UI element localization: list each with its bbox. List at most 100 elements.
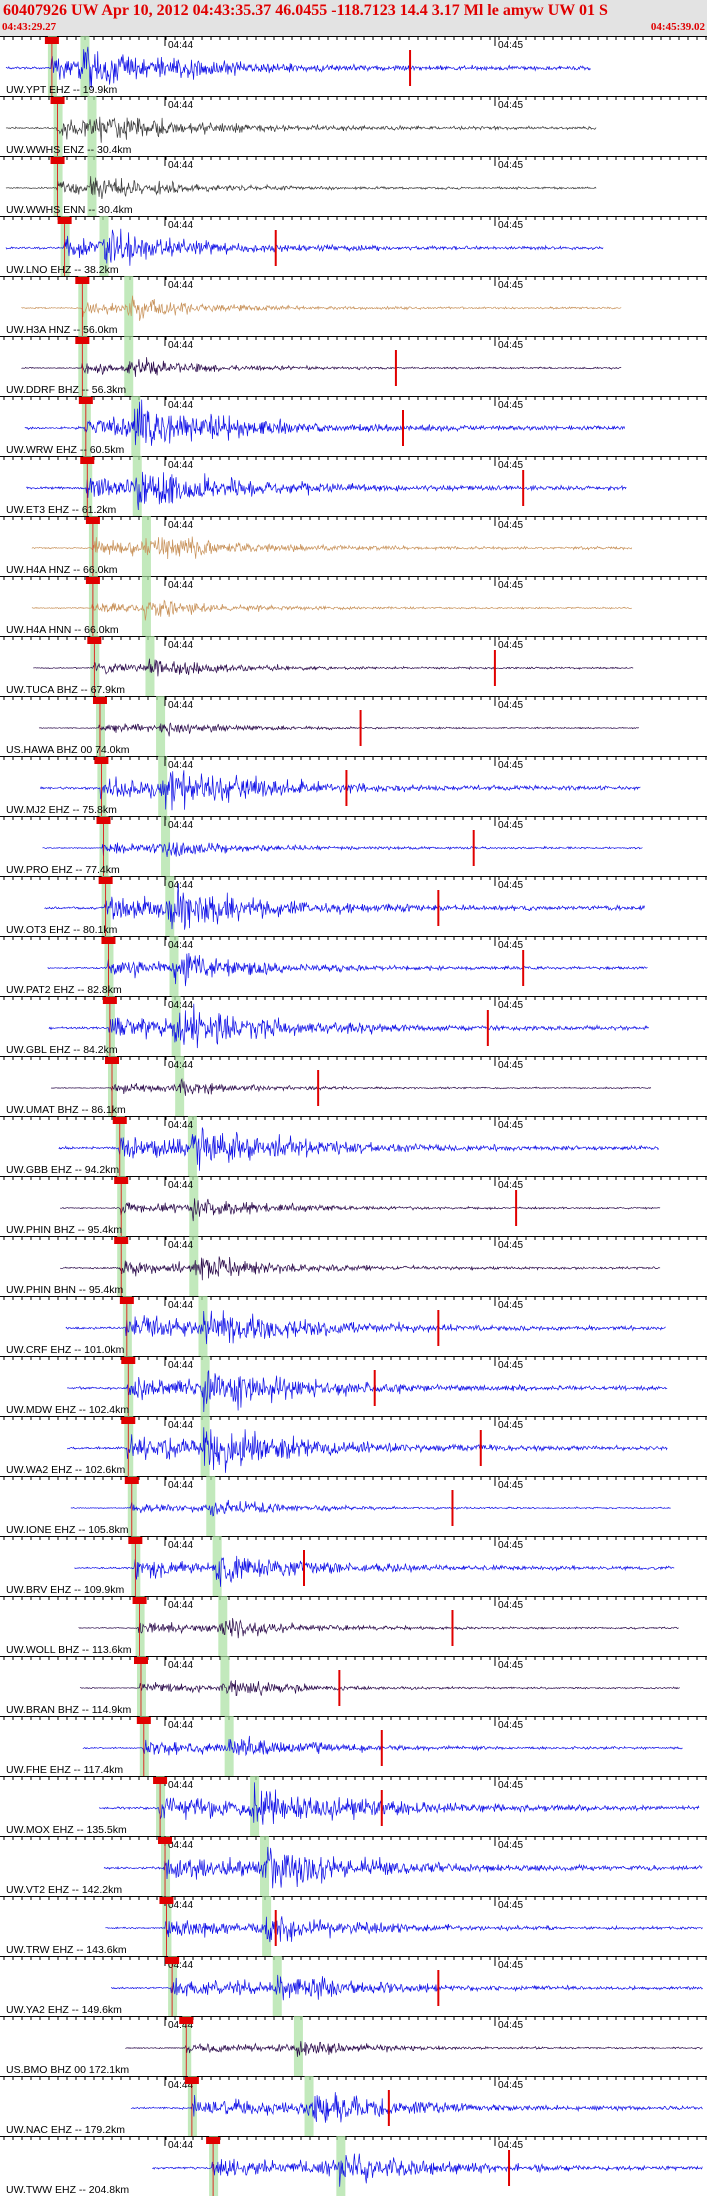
p-window <box>135 1596 145 1656</box>
time-tick-label: 04:45 <box>498 1540 523 1551</box>
minor-ticks <box>3 1536 707 1540</box>
time-tick-label: 04:44 <box>168 340 193 351</box>
channel-label: UW.WOLL BHZ -- 113.6km <box>6 1644 132 1656</box>
start-time-label: 04:43:29.27 <box>2 21 57 33</box>
time-tick-label: 04:44 <box>168 520 193 531</box>
s-window <box>212 1536 222 1596</box>
minor-ticks <box>3 1356 707 1360</box>
time-tick-label: 04:45 <box>498 1060 523 1071</box>
time-tick-label: 04:44 <box>168 1480 193 1491</box>
trace-panel: 04:44 04:45 UW.ET3 EHZ -- 61.2km <box>0 456 707 516</box>
time-tick-label: 04:45 <box>498 1660 523 1671</box>
waveform <box>105 1916 703 1943</box>
minor-ticks <box>3 216 707 220</box>
time-tick-label: 04:44 <box>168 1240 193 1251</box>
p-window <box>136 1656 146 1716</box>
time-tick-label: 04:44 <box>168 1120 193 1131</box>
p-window <box>139 1716 149 1776</box>
time-tick-label: 04:44 <box>168 820 193 831</box>
time-tick-label: 04:45 <box>498 580 523 591</box>
waveform <box>24 399 626 446</box>
channel-label: UW.VT2 EHZ -- 142.2km <box>6 1884 122 1896</box>
p-window <box>124 1416 134 1476</box>
waveform <box>5 46 591 89</box>
channel-label: UW.WWHS ENZ -- 30.4km <box>6 144 132 156</box>
channel-label: US.BMO BHZ 00 172.1km <box>6 2064 129 2076</box>
waveform <box>42 842 643 858</box>
channel-label: UW.WRW EHZ -- 60.5km <box>6 444 124 456</box>
time-tick-label: 04:44 <box>168 2020 193 2031</box>
waveform <box>47 952 648 987</box>
channel-label: UW.MJ2 EHZ -- 75.8km <box>6 804 117 816</box>
time-tick-label: 04:45 <box>498 1300 523 1311</box>
time-tick-label: 04:45 <box>498 1780 523 1791</box>
s-window <box>220 1656 230 1716</box>
waveform <box>60 1256 661 1281</box>
trace-panel: 04:44 04:45 UW.IONE EHZ -- 105.8km <box>0 1476 707 1536</box>
minor-ticks <box>3 1716 707 1720</box>
time-tick-label: 04:45 <box>498 220 523 231</box>
minor-ticks <box>3 1296 707 1300</box>
channel-label: US.HAWA BHZ 00 74.0km <box>6 744 130 756</box>
minor-ticks <box>3 816 707 820</box>
time-tick-label: 04:45 <box>498 1420 523 1431</box>
waveform <box>70 1499 671 1517</box>
time-tick-label: 04:44 <box>168 1720 193 1731</box>
minor-ticks <box>3 996 707 1000</box>
waveform <box>38 722 640 737</box>
channel-label: UW.WWHS ENN -- 30.4km <box>6 204 133 216</box>
minor-ticks <box>3 1596 707 1600</box>
s-window <box>161 816 171 876</box>
time-tick-label: 04:45 <box>498 640 523 651</box>
s-window <box>131 396 141 456</box>
p-window <box>131 1536 141 1596</box>
trace-panel: 04:44 04:45 UW.YA2 EHZ -- 149.6km <box>0 1956 707 2016</box>
time-tick-label: 04:44 <box>168 1840 193 1851</box>
time-tick-label: 04:45 <box>498 520 523 531</box>
channel-label: UW.MDW EHZ -- 102.4km <box>6 1404 129 1416</box>
minor-ticks <box>3 36 707 40</box>
time-tick-label: 04:44 <box>168 1960 193 1971</box>
waveform <box>130 2092 703 2123</box>
minor-ticks <box>3 576 707 580</box>
trace-panel: 04:44 04:45 UW.TRW EHZ -- 143.6km <box>0 1896 707 1956</box>
s-window <box>171 996 181 1056</box>
channel-label: UW.BRV EHZ -- 109.9km <box>6 1584 125 1596</box>
time-tick-label: 04:45 <box>498 820 523 831</box>
time-tick-label: 04:45 <box>498 1360 523 1371</box>
minor-ticks <box>3 1416 707 1420</box>
channel-label: UW.GBL EHZ -- 84.2km <box>6 1044 118 1056</box>
time-tick-label: 04:45 <box>498 1480 523 1491</box>
trace-panel: 04:44 04:45 UW.WOLL BHZ -- 113.6km <box>0 1596 707 1656</box>
minor-ticks <box>3 756 707 760</box>
s-window <box>260 1836 270 1896</box>
waveform <box>31 536 633 560</box>
time-tick-label: 04:44 <box>168 100 193 111</box>
time-tick-label: 04:44 <box>168 2080 193 2091</box>
time-tick-label: 04:45 <box>498 1600 523 1611</box>
trace-panel: 04:44 04:45 UW.PHIN BHN -- 95.4km <box>0 1236 707 1296</box>
channel-label: UW.UMAT BHZ -- 86.1km <box>6 1104 126 1116</box>
minor-ticks <box>3 156 707 160</box>
trace-panel: 04:44 04:45 UW.TWW EHZ -- 204.8km <box>0 2136 707 2196</box>
waveform <box>125 2041 703 2057</box>
minor-ticks <box>3 1656 707 1660</box>
channel-label: UW.H4A HNZ -- 66.0km <box>6 564 118 576</box>
waveform <box>78 1618 679 1639</box>
channel-label: UW.PAT2 EHZ -- 82.8km <box>6 984 122 996</box>
trace-panel: 04:44 04:45 UW.H4A HNN -- 66.0km <box>0 576 707 636</box>
time-tick-label: 04:44 <box>168 1900 193 1911</box>
channel-label: UW.TUCA BHZ -- 67.9km <box>6 684 125 696</box>
time-tick-label: 04:44 <box>168 460 193 471</box>
trace-panel: 04:44 04:45 UW.YPT EHZ -- 19.9km <box>0 36 707 96</box>
waveform <box>21 295 622 321</box>
time-tick-label: 04:45 <box>498 700 523 711</box>
time-tick-label: 04:44 <box>168 280 193 291</box>
p-window <box>47 36 57 96</box>
waveform <box>58 1127 659 1171</box>
channel-label: UW.PHIN BHZ -- 95.4km <box>6 1224 122 1236</box>
time-tick-label: 04:44 <box>168 1660 193 1671</box>
time-tick-label: 04:45 <box>498 1840 523 1851</box>
time-tick-label: 04:44 <box>168 1000 193 1011</box>
time-tick-label: 04:44 <box>168 160 193 171</box>
